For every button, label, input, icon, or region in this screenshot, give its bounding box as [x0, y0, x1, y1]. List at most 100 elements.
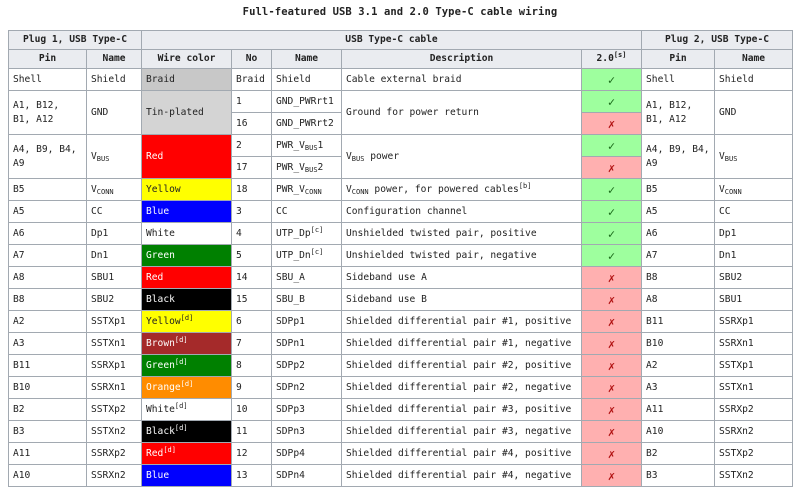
description: Cable external braid: [341, 68, 582, 91]
plug1-name: SSTXn1: [86, 332, 142, 355]
plug2-pin: A8: [641, 288, 716, 311]
description-sub: BUS: [351, 154, 365, 163]
plug1-pin: A1, B12, B1, A12: [8, 90, 87, 135]
wire-color-cell: Yellow: [141, 178, 232, 201]
name1-text: V: [91, 183, 97, 195]
cross-icon: ✗: [607, 424, 616, 439]
usb2-support: ✗: [580, 354, 643, 377]
table-caption: Full-featured USB 3.1 and 2.0 Type-C cab…: [242, 6, 558, 18]
plug1-name: Dp1: [86, 222, 142, 245]
description-tail: power, for powered cables: [368, 183, 519, 195]
description-text: Shielded differential pair #4, positive: [346, 447, 572, 459]
pin2-text: Shell: [646, 73, 675, 85]
wire-color-text: Yellow: [146, 183, 181, 195]
cable-name-text: CC: [276, 205, 288, 217]
description-text: Shielded differential pair #2, positive: [346, 359, 572, 371]
cable-signal-name: SDPp2: [271, 354, 342, 377]
wire-note-link[interactable]: [d]: [174, 401, 188, 410]
description-tail: power: [364, 150, 400, 162]
name2-text: SSRXn1: [719, 337, 754, 349]
table-row: B8 SBU2 Black 15 SBU_B Sideband use B ✗ A8 SBU1: [8, 288, 794, 311]
col-name1: Name: [86, 49, 142, 69]
wire-color-text: Black: [146, 425, 175, 437]
cross-icon: ✗: [607, 292, 616, 307]
description: Configuration channel: [341, 200, 582, 223]
cable-name-note-link[interactable]: [c]: [310, 225, 324, 234]
wire-note-link[interactable]: [d]: [174, 335, 188, 344]
wire-color-text: Tin-plated: [146, 106, 204, 118]
cross-icon: ✗: [607, 270, 616, 285]
plug1-header: Plug 1, USB Type-C: [8, 30, 142, 50]
cable-name-note-link[interactable]: [c]: [310, 247, 324, 256]
pin2-text: A2: [646, 359, 658, 371]
name2-text: SSRXp2: [719, 403, 754, 415]
cable-signal-name: GND_PWRrt1: [271, 90, 342, 113]
wire-color-cell: White: [141, 222, 232, 245]
name2-text: SBU1: [719, 293, 743, 305]
plug2-name: SSTXp2: [714, 442, 794, 465]
description-text: Unshielded twisted pair, positive: [346, 227, 537, 239]
cross-icon: ✗: [607, 402, 616, 417]
plug1-name: Dn1: [86, 244, 142, 267]
description-text: Configuration channel: [346, 205, 468, 217]
cable-name-text: PWR_V: [276, 161, 305, 173]
plug2-name: SSRXn2: [714, 420, 794, 443]
table-row: B5 VCONN Yellow 18 PWR_VCONN VCONN power, for…: [8, 178, 794, 201]
wire-note-link[interactable]: [d]: [174, 357, 188, 366]
cable-name-text: SDPp4: [276, 447, 305, 459]
cross-icon: ✗: [607, 468, 616, 483]
plug2-name: VBUS: [714, 134, 794, 179]
description-note-link[interactable]: [b]: [518, 181, 532, 190]
table-row: 16 GND_PWRrt2 ✗: [9, 112, 793, 135]
usb2-support: ✓: [580, 90, 643, 113]
wire-number-text: 17: [236, 161, 248, 173]
wire-number-text: 14: [236, 271, 248, 283]
wire-number-text: 15: [236, 293, 248, 305]
cross-icon: ✗: [607, 314, 616, 329]
cable-name-sub: BUS: [304, 143, 318, 152]
wire-note-link[interactable]: [d]: [180, 379, 194, 388]
cable-name-text: PWR_V: [276, 139, 305, 151]
wire-color-cell: Green: [141, 244, 232, 267]
wire-note-link[interactable]: [d]: [180, 313, 194, 322]
plug1-pin: A2: [8, 310, 87, 333]
usb2-note-link[interactable]: [s]: [613, 51, 627, 59]
name2-text: SSTXn2: [719, 469, 754, 481]
name1-sub: CONN: [96, 187, 114, 196]
plug1-pin: A10: [8, 464, 87, 487]
pin1-text: A6: [13, 227, 25, 239]
plug1-pin: A8: [8, 266, 87, 289]
cable-signal-name: GND_PWRrt2: [271, 112, 342, 135]
plug1-name: SSTXn2: [86, 420, 142, 443]
wire-number: 5: [231, 244, 272, 267]
plug2-pin: A2: [641, 354, 716, 377]
table-row: B3 SSTXn2 Black[d] 11 SDPn3 Shielded differen…: [8, 420, 794, 443]
plug2-name: SSRXp1: [714, 310, 794, 333]
wire-number: 16: [231, 112, 272, 135]
plug1-name: VBUS: [86, 134, 142, 179]
description-text: Shielded differential pair #1, positive: [346, 315, 572, 327]
name2-text: SSTXn1: [719, 381, 754, 393]
pin1-text: A4, B9, B4, A9: [13, 143, 77, 169]
wire-note-link[interactable]: [d]: [163, 445, 176, 454]
cable-signal-name: SDPp4: [271, 442, 342, 465]
plug1-pin: B11: [8, 354, 87, 377]
name2-sub: BUS: [724, 154, 738, 163]
plug2-name: SBU1: [714, 288, 794, 311]
name1-text: GND: [91, 106, 109, 118]
cable-signal-name: UTP_Dp[c]: [271, 222, 342, 245]
wire-number-text: 8: [236, 359, 242, 371]
name2-sub: CONN: [724, 187, 742, 196]
wire-note-link[interactable]: [d]: [174, 423, 188, 432]
description: Shielded differential pair #3, positive: [341, 398, 582, 421]
description: Shielded differential pair #3, negative: [341, 420, 582, 443]
cable-name-text: PWR_V: [276, 183, 305, 195]
wire-color-cell: Red: [141, 266, 232, 289]
pin2-text: B10: [646, 337, 664, 349]
plug2-pin: A10: [641, 420, 716, 443]
cable-name-text: SDPn3: [276, 425, 305, 437]
pin2-text: A3: [646, 381, 658, 393]
plug2-pin: B10: [641, 332, 716, 355]
wire-number-text: 13: [236, 469, 248, 481]
wire-color-text: Yellow: [146, 315, 181, 327]
